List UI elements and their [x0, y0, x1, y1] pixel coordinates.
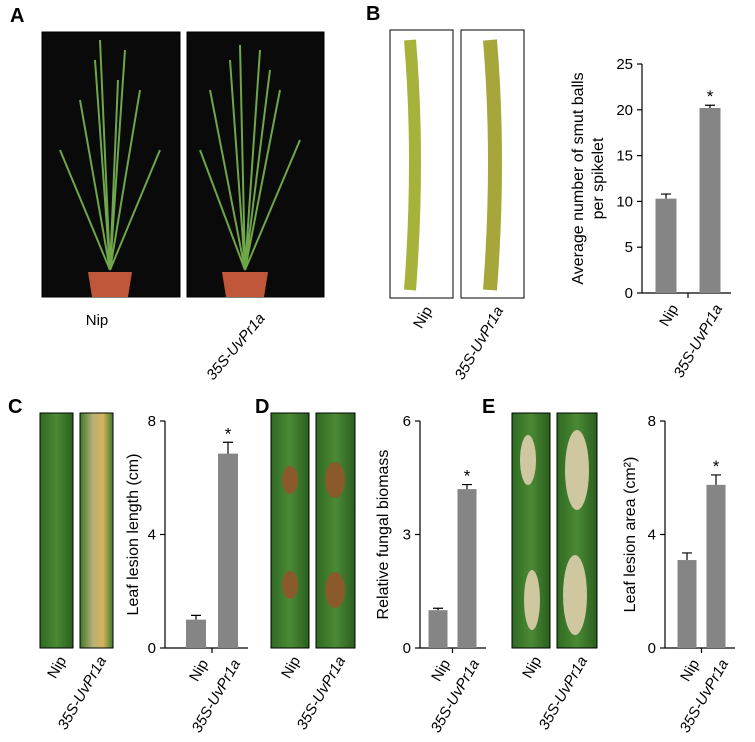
y-axis-label: Average number of smut balls [570, 72, 587, 284]
bar [218, 453, 238, 648]
y-tick-label: 4 [148, 527, 156, 544]
photo [79, 412, 114, 649]
panel-letter: D [255, 396, 269, 418]
error-bar [462, 483, 472, 490]
significance-mark: * [707, 87, 714, 106]
error-bar [191, 614, 201, 620]
panel-letter: B [366, 3, 380, 25]
error-bar [433, 607, 443, 611]
y-tick-label: 0 [403, 640, 411, 657]
y-tick-label: 20 [616, 102, 633, 119]
x-tick-label: Nip [677, 657, 703, 685]
bar [428, 610, 448, 648]
y-tick-label: 10 [616, 193, 633, 210]
panicle [404, 39, 421, 291]
y-tick-label: 8 [148, 413, 156, 430]
photo-label: Nip [519, 654, 545, 682]
photo [39, 412, 74, 649]
photo-label: Nip [44, 654, 70, 682]
significance-mark: * [225, 424, 232, 443]
y-tick-label: 0 [148, 640, 156, 657]
y-axis-label: Leaf lesion area (cm²) [622, 457, 639, 613]
panel-letter: E [482, 396, 495, 418]
y-tick-label: 3 [403, 527, 411, 544]
significance-mark: * [713, 457, 720, 476]
bar [699, 107, 721, 293]
y-tick-label: 6 [403, 413, 411, 430]
y-axis-label: Relative fungal biomass [375, 450, 392, 620]
bar [457, 489, 477, 648]
photo [270, 412, 310, 649]
x-tick-label: Nip [428, 657, 454, 685]
error-bar [223, 441, 233, 454]
y-tick-label: 5 [625, 239, 633, 256]
photo-label: 35S-UvPr1a [536, 654, 592, 733]
photo-label: Nip [86, 312, 109, 329]
lesions [282, 462, 345, 608]
bar [186, 619, 206, 648]
plant [59, 39, 301, 271]
y-tick-label: 0 [648, 640, 656, 657]
bar [677, 560, 697, 648]
panicle [483, 39, 502, 291]
photo [315, 412, 356, 649]
x-tick-label: Nip [186, 657, 212, 685]
photo [389, 29, 454, 299]
pot [222, 272, 268, 297]
y-tick-label: 0 [625, 285, 633, 302]
y-tick-label: 8 [648, 413, 656, 430]
photo-label: Nip [410, 304, 436, 332]
y-tick-label: 15 [616, 148, 633, 165]
y-tick-label: 25 [616, 56, 633, 73]
error-bar [705, 104, 715, 108]
bar [655, 198, 677, 293]
error-bar [711, 474, 721, 485]
photo [186, 31, 325, 298]
photo-label: Nip [278, 654, 304, 682]
photo-label: 35S-UvPr1a [203, 310, 269, 384]
y-axis-label: Leaf lesion length (cm) [125, 454, 142, 616]
y-tick-label: 4 [648, 527, 656, 544]
photo-label: 35S-UvPr1a [452, 304, 508, 383]
y-axis-label: per spikelet [590, 137, 607, 219]
significance-mark: * [464, 467, 471, 486]
panel-letter: C [8, 396, 22, 418]
lesions [520, 430, 589, 635]
bar [706, 484, 726, 648]
error-bar [661, 193, 671, 199]
x-tick-label: Nip [656, 302, 682, 330]
photos [39, 29, 598, 649]
panel-letter: A [10, 5, 24, 27]
pot [88, 272, 132, 297]
error-bar [682, 552, 692, 561]
